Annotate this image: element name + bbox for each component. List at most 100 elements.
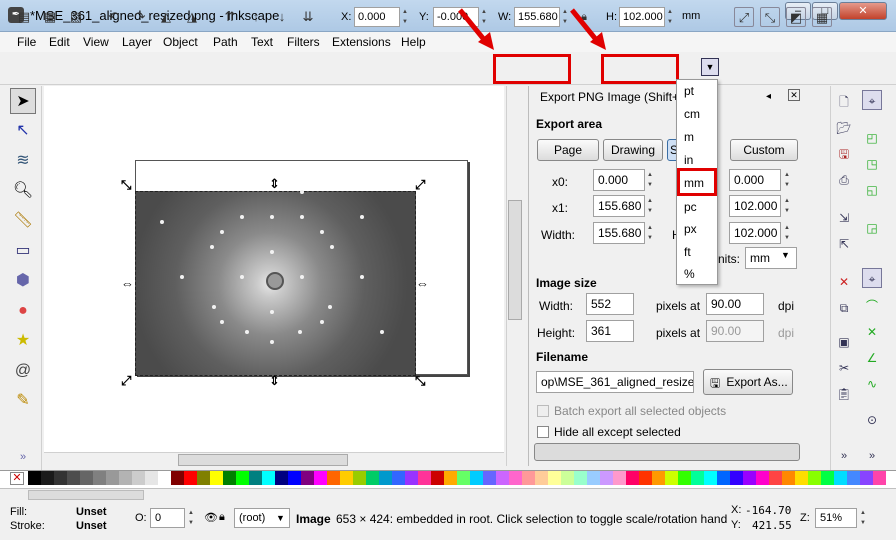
palette-scrollbar[interactable] — [28, 490, 144, 500]
y0-input[interactable]: 0.000 — [729, 169, 781, 191]
menu-extensions[interactable]: Extensions — [332, 35, 391, 49]
unit-option-cm[interactable]: cm — [684, 107, 700, 121]
vertical-scroll-thumb[interactable] — [508, 200, 522, 320]
x1-input[interactable]: 155.680 — [593, 195, 645, 217]
y1-spinner-icon[interactable]: ▲ ▼ — [784, 198, 790, 214]
color-swatch[interactable] — [80, 471, 93, 485]
h-spinner-icon[interactable]: ▲ ▼ — [667, 9, 673, 25]
rotate-ccw-icon[interactable]: ↶ — [108, 9, 120, 24]
color-swatch[interactable] — [249, 471, 262, 485]
menu-help[interactable]: Help — [401, 35, 426, 49]
dock-close-icon[interactable]: ✕ — [788, 89, 800, 101]
star-tool-icon[interactable]: ★ — [15, 332, 31, 349]
color-swatch[interactable] — [769, 471, 782, 485]
pencil-tool-icon[interactable]: ✎ — [16, 392, 30, 409]
unit-option-in[interactable]: in — [684, 153, 694, 167]
color-swatch[interactable] — [301, 471, 314, 485]
color-swatch[interactable] — [93, 471, 106, 485]
width-spinner-icon[interactable]: ▲ ▼ — [647, 225, 653, 241]
menu-layer[interactable]: Layer — [122, 35, 153, 49]
print-icon[interactable]: ⎙ — [839, 173, 849, 187]
height-input[interactable]: 102.000 — [729, 222, 781, 244]
node-tool-icon[interactable]: ↖ — [16, 122, 30, 139]
paste-icon[interactable]: 📋︎ — [836, 387, 852, 401]
scale-corners-icon[interactable]: ⤡ — [760, 7, 780, 27]
color-swatch[interactable] — [756, 471, 769, 485]
color-swatch[interactable] — [327, 471, 340, 485]
color-swatch[interactable] — [353, 471, 366, 485]
color-swatch[interactable] — [483, 471, 496, 485]
select-all-layers-icon[interactable]: ▦ — [43, 9, 57, 24]
color-swatch[interactable] — [444, 471, 457, 485]
color-swatch[interactable] — [158, 471, 171, 485]
color-swatch[interactable] — [366, 471, 379, 485]
color-swatch[interactable] — [873, 471, 886, 485]
transform-patterns-icon[interactable]: ▦ — [812, 7, 832, 27]
img-width-input[interactable]: 552 — [586, 293, 634, 315]
scale-handle-tr-icon[interactable]: ⤢ — [415, 177, 426, 192]
unit-option-px[interactable]: px — [684, 222, 697, 236]
hide-layer-icon[interactable]: 👁︎ — [204, 512, 218, 524]
snap-bbox-icon[interactable]: ◰ — [866, 131, 878, 145]
color-swatch[interactable] — [470, 471, 483, 485]
color-swatch[interactable] — [223, 471, 236, 485]
clone-icon[interactable]: ⧉ — [839, 301, 849, 315]
color-swatch[interactable] — [171, 471, 184, 485]
scale-handle-b-icon[interactable]: ⇕ — [269, 373, 280, 388]
unit-option-pt[interactable]: pt — [684, 84, 695, 98]
x0-input[interactable]: 0.000 — [593, 169, 645, 191]
snap-edges-icon[interactable]: ◳ — [866, 157, 878, 171]
img-height-input[interactable]: 361 — [586, 320, 634, 342]
transform-gradients-icon[interactable]: ◩ — [786, 7, 806, 27]
width-input[interactable]: 155.680 — [593, 222, 645, 244]
export-icon[interactable]: ⇱ — [838, 237, 850, 251]
open-icon[interactable]: 📂︎ — [836, 121, 852, 135]
color-swatch[interactable] — [392, 471, 405, 485]
color-swatch[interactable] — [210, 471, 223, 485]
color-swatch[interactable] — [821, 471, 834, 485]
color-swatch[interactable] — [535, 471, 548, 485]
save-icon[interactable]: 🖫︎ — [838, 147, 850, 161]
color-swatch[interactable] — [743, 471, 756, 485]
color-swatch[interactable] — [652, 471, 665, 485]
color-swatch[interactable] — [145, 471, 158, 485]
color-swatch[interactable] — [418, 471, 431, 485]
color-swatch[interactable] — [626, 471, 639, 485]
scale-handle-l-icon[interactable]: ⇔ — [121, 276, 134, 291]
color-swatch[interactable] — [860, 471, 873, 485]
drawing-button[interactable]: Drawing — [603, 139, 663, 161]
new-document-icon[interactable]: 🗋︎ — [839, 95, 849, 109]
stroke-value[interactable]: Unset — [76, 520, 107, 532]
color-swatch[interactable] — [54, 471, 67, 485]
snap-smooth-icon[interactable]: ∿ — [866, 377, 878, 391]
more-tools-icon[interactable]: » — [19, 451, 27, 463]
color-swatch[interactable] — [28, 471, 41, 485]
color-swatch[interactable] — [509, 471, 522, 485]
dpi-x-input[interactable]: 90.00 — [706, 293, 764, 315]
color-swatch[interactable] — [379, 471, 392, 485]
scale-handle-t-icon[interactable]: ⇕ — [269, 176, 280, 191]
opacity-input[interactable]: 0 — [150, 508, 185, 528]
chevron-down-icon[interactable]: ▼ — [701, 58, 719, 76]
deselect-icon[interactable]: ▧ — [69, 9, 83, 24]
raise-icon[interactable]: ↑ — [252, 9, 260, 24]
color-swatch[interactable] — [704, 471, 717, 485]
tweak-tool-icon[interactable]: ≋ — [16, 152, 30, 169]
lock-icon[interactable]: 🔒︎ — [581, 11, 587, 23]
color-swatch[interactable] — [340, 471, 353, 485]
unit-select[interactable]: mm — [682, 10, 701, 22]
more-snap-icon[interactable]: » — [868, 450, 876, 462]
batch-export-checkbox[interactable] — [537, 405, 549, 417]
import-icon[interactable]: ⇲ — [838, 211, 850, 225]
unit-option-mm[interactable]: mm — [684, 176, 704, 190]
color-swatch[interactable] — [405, 471, 418, 485]
color-swatch[interactable] — [41, 471, 54, 485]
unit-option-percent[interactable]: % — [684, 267, 695, 281]
raise-to-top-icon[interactable]: ⇈ — [224, 9, 236, 24]
w-input[interactable]: 155.680 — [514, 7, 560, 27]
cut-icon[interactable]: ✂ — [838, 361, 850, 375]
snap-nodes-icon[interactable]: ⌖ — [862, 268, 882, 288]
color-swatch[interactable] — [457, 471, 470, 485]
flip-horizontal-icon[interactable]: ◭ — [161, 9, 171, 24]
color-swatch[interactable] — [665, 471, 678, 485]
